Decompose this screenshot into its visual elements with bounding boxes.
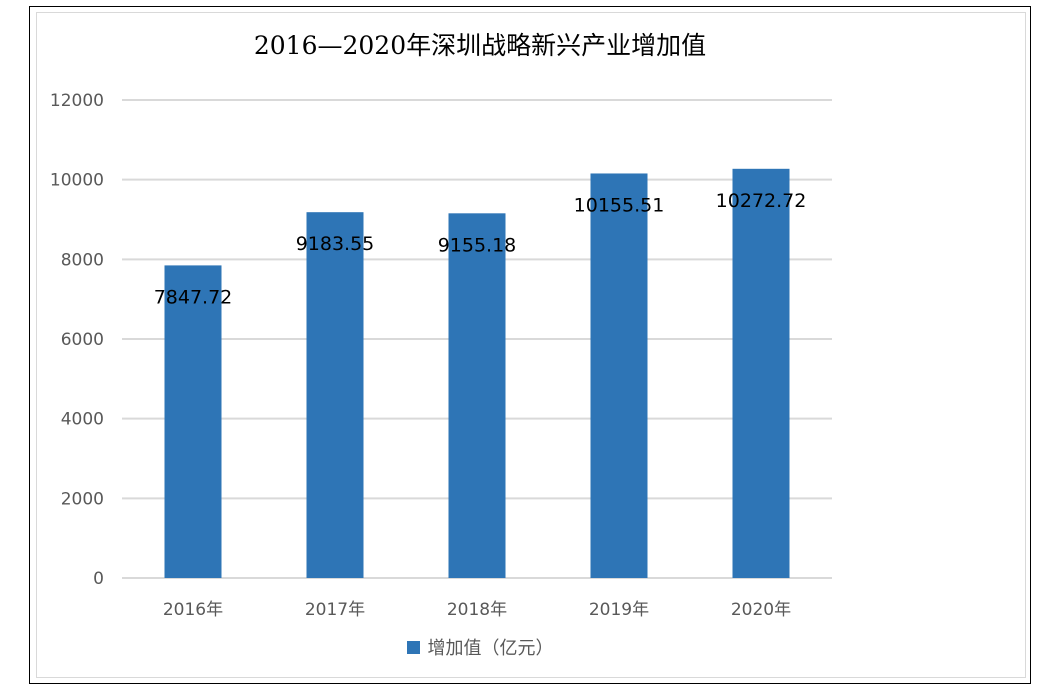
y-tick-label: 4000 <box>61 410 104 430</box>
x-tick-label: 2020年 <box>731 600 791 620</box>
x-tick-label: 2016年 <box>163 600 223 620</box>
legend-label: 增加值（亿元） <box>427 638 554 659</box>
data-label: 9183.55 <box>296 233 375 255</box>
bar <box>164 265 222 578</box>
data-label: 10272.72 <box>716 190 807 212</box>
x-tick-label: 2017年 <box>305 600 365 620</box>
y-tick-label: 6000 <box>61 330 104 350</box>
data-label: 9155.18 <box>438 234 517 256</box>
legend-swatch <box>406 640 420 654</box>
bars <box>164 168 790 579</box>
bar <box>590 173 648 579</box>
y-axis-ticks: 0 2000 4000 6000 8000 10000 12000 <box>50 91 104 589</box>
y-tick-label: 12000 <box>50 91 104 111</box>
bar <box>448 213 506 578</box>
y-tick-label: 2000 <box>61 489 104 509</box>
chart-area-border <box>36 12 1026 678</box>
x-tick-label: 2018年 <box>447 600 507 620</box>
bar <box>306 212 364 578</box>
y-tick-label: 10000 <box>50 171 104 191</box>
y-tick-label: 0 <box>93 569 104 589</box>
data-label: 10155.51 <box>574 194 665 216</box>
data-labels: 7847.72 9183.55 9155.18 10155.51 10272.72 <box>154 190 807 309</box>
chart-title: 2016—2020年深圳战略新兴产业增加值 <box>253 31 707 60</box>
legend: 增加值（亿元） <box>0 634 960 660</box>
chart-outer-border <box>29 6 1031 684</box>
bar <box>732 168 790 578</box>
x-axis-ticks: 2016年 2017年 2018年 2019年 2020年 <box>163 600 791 620</box>
data-label: 7847.72 <box>154 286 233 308</box>
y-tick-label: 8000 <box>61 250 104 270</box>
x-tick-label: 2019年 <box>589 600 649 620</box>
